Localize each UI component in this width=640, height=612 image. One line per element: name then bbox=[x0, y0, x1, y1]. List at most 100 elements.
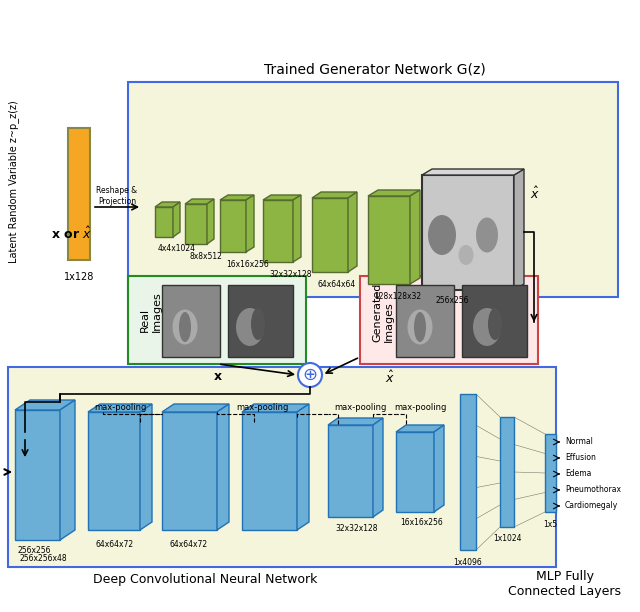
Text: max-pooling: max-pooling bbox=[394, 403, 446, 411]
Polygon shape bbox=[434, 425, 444, 512]
Polygon shape bbox=[220, 200, 246, 252]
Text: 256x256x48: 256x256x48 bbox=[20, 554, 68, 563]
Ellipse shape bbox=[476, 217, 498, 253]
Polygon shape bbox=[396, 432, 434, 512]
FancyBboxPatch shape bbox=[462, 285, 527, 357]
Polygon shape bbox=[373, 418, 383, 517]
Text: Real
Images: Real Images bbox=[140, 292, 161, 332]
Text: 64x64x72: 64x64x72 bbox=[170, 540, 208, 549]
Text: 1x128: 1x128 bbox=[64, 272, 94, 282]
Text: max-pooling: max-pooling bbox=[236, 403, 288, 411]
Polygon shape bbox=[155, 202, 180, 207]
Polygon shape bbox=[396, 425, 444, 432]
Circle shape bbox=[298, 363, 322, 387]
Text: max-pooling: max-pooling bbox=[334, 403, 386, 411]
Ellipse shape bbox=[408, 310, 433, 345]
Polygon shape bbox=[263, 195, 301, 200]
Polygon shape bbox=[368, 190, 420, 196]
Text: Reshape &
Projection: Reshape & Projection bbox=[97, 186, 138, 206]
Text: 1x5: 1x5 bbox=[543, 520, 557, 529]
Polygon shape bbox=[162, 412, 217, 530]
Polygon shape bbox=[328, 425, 373, 517]
Polygon shape bbox=[422, 169, 524, 175]
FancyBboxPatch shape bbox=[228, 285, 293, 357]
Ellipse shape bbox=[414, 312, 426, 342]
FancyBboxPatch shape bbox=[128, 82, 618, 297]
Polygon shape bbox=[514, 169, 524, 290]
Text: 8x8x512: 8x8x512 bbox=[189, 252, 222, 261]
Polygon shape bbox=[162, 404, 229, 412]
Text: Trained Generator Network G(z): Trained Generator Network G(z) bbox=[264, 62, 486, 76]
Polygon shape bbox=[246, 195, 254, 252]
Polygon shape bbox=[220, 195, 254, 200]
Polygon shape bbox=[88, 404, 152, 412]
Text: MLP Fully
Connected Layers: MLP Fully Connected Layers bbox=[509, 570, 621, 598]
FancyBboxPatch shape bbox=[545, 434, 556, 512]
Text: Cardiomegaly: Cardiomegaly bbox=[565, 501, 618, 510]
FancyBboxPatch shape bbox=[422, 175, 514, 290]
FancyBboxPatch shape bbox=[162, 285, 220, 357]
Polygon shape bbox=[263, 200, 293, 262]
Text: $\mathbf{x}$ or $\hat{x}$: $\mathbf{x}$ or $\hat{x}$ bbox=[51, 226, 93, 242]
Text: 32x32x128: 32x32x128 bbox=[335, 524, 378, 533]
Ellipse shape bbox=[236, 308, 264, 346]
Text: 64x64x64: 64x64x64 bbox=[318, 280, 356, 289]
Polygon shape bbox=[15, 410, 60, 540]
Polygon shape bbox=[368, 196, 410, 284]
FancyBboxPatch shape bbox=[128, 276, 306, 364]
Text: 1x1024: 1x1024 bbox=[493, 534, 521, 543]
Polygon shape bbox=[217, 404, 229, 530]
Polygon shape bbox=[155, 207, 173, 237]
Polygon shape bbox=[60, 400, 75, 540]
Text: Normal: Normal bbox=[565, 438, 593, 447]
Text: $\hat{x}$: $\hat{x}$ bbox=[385, 370, 395, 386]
Text: $\hat{x}$: $\hat{x}$ bbox=[530, 186, 540, 202]
Polygon shape bbox=[15, 400, 75, 410]
Ellipse shape bbox=[473, 308, 501, 346]
Polygon shape bbox=[173, 202, 180, 237]
Text: 4x4x1024: 4x4x1024 bbox=[158, 244, 196, 253]
FancyBboxPatch shape bbox=[360, 276, 538, 364]
Ellipse shape bbox=[488, 308, 502, 340]
Ellipse shape bbox=[428, 215, 456, 255]
Polygon shape bbox=[140, 404, 152, 530]
Text: 64x64x72: 64x64x72 bbox=[96, 540, 134, 549]
Text: Edema: Edema bbox=[565, 469, 591, 479]
FancyBboxPatch shape bbox=[68, 128, 90, 260]
Polygon shape bbox=[242, 404, 309, 412]
Ellipse shape bbox=[458, 245, 474, 265]
Text: 1x4096: 1x4096 bbox=[454, 558, 483, 567]
Text: Effusion: Effusion bbox=[565, 453, 596, 463]
Polygon shape bbox=[410, 190, 420, 284]
Polygon shape bbox=[297, 404, 309, 530]
Text: 256x256: 256x256 bbox=[18, 546, 51, 555]
Ellipse shape bbox=[251, 308, 265, 340]
Polygon shape bbox=[348, 192, 357, 272]
Polygon shape bbox=[328, 418, 383, 425]
Text: 16x16x256: 16x16x256 bbox=[400, 518, 443, 527]
FancyBboxPatch shape bbox=[460, 394, 476, 550]
Ellipse shape bbox=[173, 310, 198, 345]
FancyBboxPatch shape bbox=[500, 417, 514, 527]
FancyBboxPatch shape bbox=[8, 367, 556, 567]
Text: Latent Random Variable z~p_z(z): Latent Random Variable z~p_z(z) bbox=[8, 100, 19, 263]
Polygon shape bbox=[312, 198, 348, 272]
Text: 256x256: 256x256 bbox=[435, 296, 468, 305]
Polygon shape bbox=[185, 199, 214, 204]
Polygon shape bbox=[88, 412, 140, 530]
Text: Pneumothorax: Pneumothorax bbox=[565, 485, 621, 494]
Text: 32x32x128: 32x32x128 bbox=[269, 270, 312, 279]
Polygon shape bbox=[242, 412, 297, 530]
Text: $\mathbf{x}$: $\mathbf{x}$ bbox=[213, 370, 223, 383]
FancyBboxPatch shape bbox=[396, 285, 454, 357]
Polygon shape bbox=[293, 195, 301, 262]
Polygon shape bbox=[207, 199, 214, 244]
Text: Generated
Images: Generated Images bbox=[372, 282, 394, 341]
Text: $\oplus$: $\oplus$ bbox=[302, 366, 317, 384]
Text: Deep Convolutional Neural Network: Deep Convolutional Neural Network bbox=[93, 573, 317, 586]
Text: 128x128x32: 128x128x32 bbox=[374, 292, 421, 301]
Polygon shape bbox=[185, 204, 207, 244]
Text: 16x16x256: 16x16x256 bbox=[226, 260, 269, 269]
Polygon shape bbox=[312, 192, 357, 198]
Text: max-pooling: max-pooling bbox=[94, 403, 146, 411]
